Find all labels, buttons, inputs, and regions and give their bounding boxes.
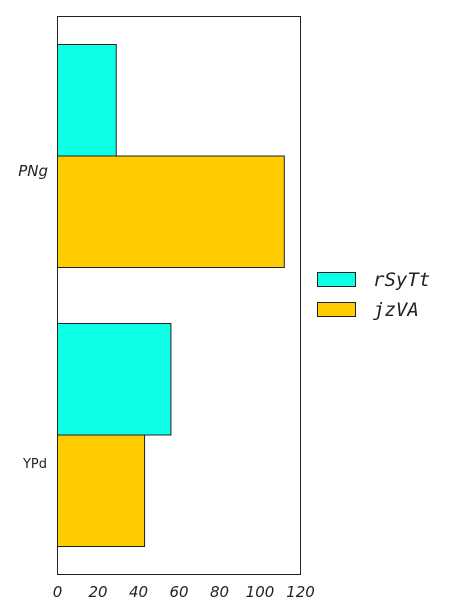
legend-swatch-jzva <box>317 302 356 317</box>
category-label-ypd: YPd <box>22 457 47 472</box>
x-tick-label: 80 <box>210 583 229 601</box>
x-tick-label: 100 <box>246 583 275 601</box>
legend-swatch-rsytt <box>317 272 356 287</box>
bar-jzva-png <box>57 155 285 268</box>
bar-rsytt-png <box>57 44 117 157</box>
y-axis-categories: PNg YPd <box>18 162 48 472</box>
legend: rSyTt jzVA <box>317 269 430 321</box>
x-tick-label: 40 <box>129 583 148 601</box>
legend-label-jzva: jzVA <box>373 299 419 321</box>
x-tick-label: 20 <box>88 583 107 601</box>
category-label-png: PNg <box>18 162 48 180</box>
bars <box>57 44 285 547</box>
bar-rsytt-ypd <box>57 323 172 436</box>
x-axis-ticks: 0 20 40 60 80 100 120 <box>53 583 315 601</box>
legend-label-rsytt: rSyTt <box>373 269 430 291</box>
x-tick-label: 60 <box>169 583 188 601</box>
x-tick-label: 120 <box>286 583 315 601</box>
x-tick-label: 0 <box>53 583 63 601</box>
plot-frame <box>57 16 301 575</box>
bar-jzva-ypd <box>57 434 146 547</box>
